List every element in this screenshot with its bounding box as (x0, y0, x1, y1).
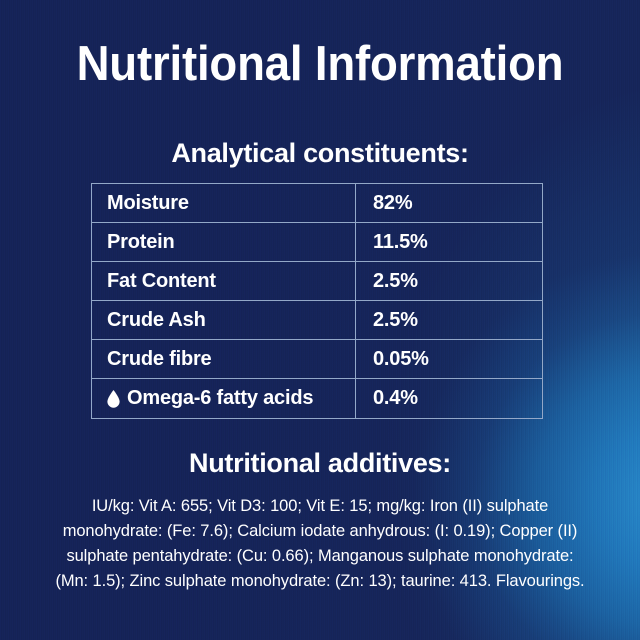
analytical-constituents-heading: Analytical constituents: (171, 138, 469, 168)
table-cell-name: Protein (92, 223, 356, 261)
table-cell-name: Crude fibre (92, 340, 356, 378)
nutritional-additives-text: IU/kg: Vit A: 655; Vit D3: 100; Vit E: 1… (55, 497, 585, 590)
constituent-label: Crude fibre (107, 347, 212, 370)
table-cell-value: 0.4% (373, 387, 418, 409)
constituent-label: Fat Content (107, 269, 216, 292)
table-row: Moisture 82% (92, 184, 542, 223)
droplet-icon (107, 389, 120, 408)
table-cell-value: 2.5% (373, 269, 418, 292)
table-cell-name: Moisture (92, 184, 356, 222)
page-title: Nutritional Information (76, 37, 564, 91)
table-cell-value: 0.05% (373, 347, 429, 370)
analytical-constituents-table: Moisture 82% Protein 11.5% Fat Content 2… (91, 183, 543, 419)
table-row: Protein 11.5% (92, 223, 542, 262)
table-cell-name: Omega-6 fatty acids (92, 379, 356, 418)
table-cell-name: Fat Content (92, 262, 356, 300)
table-cell-name: Crude Ash (92, 301, 356, 339)
table-cell-value: 82% (373, 191, 413, 214)
constituent-label: Crude Ash (107, 308, 206, 331)
constituent-label: Omega-6 fatty acids (127, 387, 314, 409)
constituent-label: Protein (107, 230, 175, 253)
table-row: Crude Ash 2.5% (92, 301, 542, 340)
table-row: Crude fibre 0.05% (92, 340, 542, 379)
constituent-label: Moisture (107, 191, 189, 214)
table-cell-value: 11.5% (373, 230, 428, 253)
table-row: Omega-6 fatty acids 0.4% (92, 379, 542, 418)
table-row: Fat Content 2.5% (92, 262, 542, 301)
nutritional-additives-heading: Nutritional additives: (189, 448, 451, 478)
table-cell-value: 2.5% (373, 308, 418, 331)
